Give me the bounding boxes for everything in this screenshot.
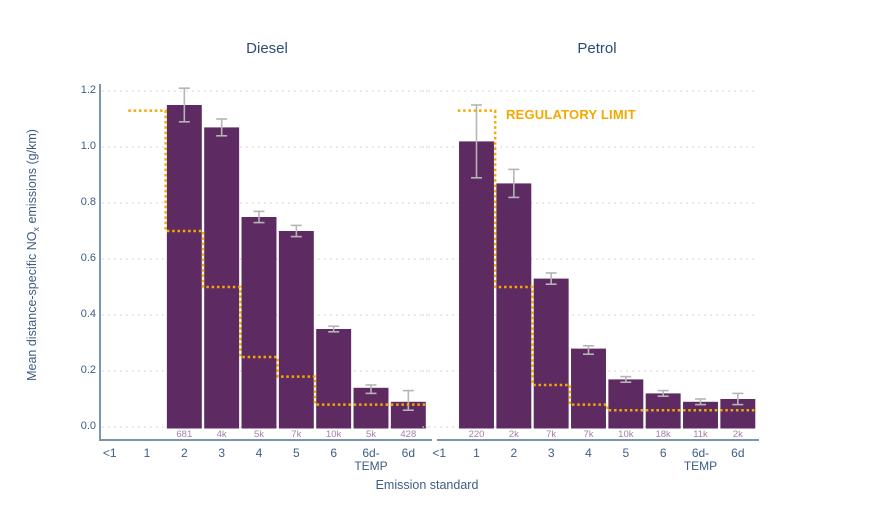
- bar-petrol-6d-TEMP: [683, 401, 718, 429]
- bar-diesel-4: [241, 217, 277, 429]
- regulatory-limit-line-diesel: [128, 109, 427, 406]
- bar-petrol-2: [496, 183, 532, 429]
- bar-petrol-5: [608, 379, 644, 429]
- regulatory-limit-line-petrol: [457, 109, 757, 412]
- bar-diesel-3: [204, 127, 240, 429]
- bar-diesel-6d-TEMP: [353, 387, 389, 429]
- bar-diesel-5: [278, 231, 314, 429]
- bar-diesel-6: [316, 329, 352, 429]
- bar-diesel-2: [166, 105, 202, 429]
- bar-petrol-3: [533, 278, 569, 429]
- bar-petrol-4: [571, 348, 606, 429]
- bar-petrol-1: [459, 141, 494, 429]
